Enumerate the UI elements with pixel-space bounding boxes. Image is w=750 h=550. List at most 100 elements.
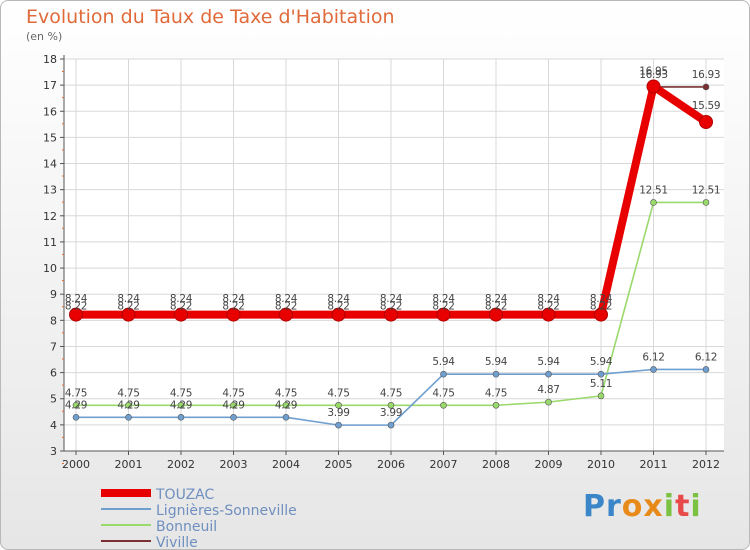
x-tick-label: 2000	[62, 458, 90, 471]
data-label: 16.93	[639, 69, 668, 81]
data-label: 4.75	[65, 387, 87, 399]
data-label: 4.29	[65, 399, 87, 411]
x-tick-label: 2005	[325, 458, 353, 471]
data-label: 12.51	[639, 184, 668, 196]
data-point	[597, 370, 605, 378]
data-label: 8.22	[117, 301, 139, 313]
data-point	[72, 413, 80, 421]
data-point	[177, 401, 185, 409]
data-label: 8.24	[327, 293, 350, 305]
data-label: 8.22	[222, 301, 244, 313]
x-tick-label: 2012	[692, 458, 720, 471]
data-label: 8.22	[432, 301, 454, 313]
data-point	[387, 421, 395, 429]
data-point	[226, 307, 241, 322]
y-tick-label: 14	[43, 158, 57, 171]
data-label: 8.24	[537, 293, 560, 305]
x-tick-label: 2006	[377, 458, 405, 471]
data-label: 8.24	[65, 293, 88, 305]
data-point	[492, 370, 500, 378]
x-tick-label: 2011	[640, 458, 668, 471]
legend-label: Viville	[156, 535, 198, 550]
data-label: 8.22	[537, 301, 559, 313]
data-point	[335, 421, 342, 429]
data-label: 16.95	[639, 65, 668, 77]
data-label: 4.75	[485, 387, 507, 399]
chart-title: Evolution du Taux de Taxe d'Habitation	[26, 6, 395, 28]
data-point	[702, 199, 710, 206]
data-label: 5.94	[537, 356, 560, 368]
data-point	[69, 307, 83, 322]
data-label: 8.24	[222, 293, 245, 305]
x-tick-label: 2007	[430, 458, 458, 471]
y-tick-label: 6	[50, 367, 57, 380]
data-point	[646, 79, 661, 94]
y-tick-label: 16	[43, 105, 57, 118]
data-label: 4.29	[222, 399, 244, 411]
data-label: 8.22	[485, 301, 507, 313]
data-label: 4.87	[537, 384, 559, 396]
x-tick-label: 2001	[115, 458, 143, 471]
data-label: 6.12	[695, 351, 717, 363]
data-point	[230, 401, 237, 409]
data-label: 4.29	[170, 399, 192, 411]
data-label: 8.24	[432, 293, 455, 305]
data-label: 4.75	[275, 387, 297, 399]
data-point	[545, 398, 552, 406]
data-label: 4.75	[432, 387, 454, 399]
data-point	[440, 401, 447, 409]
y-tick-label: 7	[50, 340, 57, 353]
x-tick-label: 2010	[587, 458, 615, 471]
data-point	[72, 401, 80, 409]
data-label: 4.75	[327, 387, 349, 399]
y-tick-label: 15	[43, 131, 57, 144]
data-label: 8.22	[275, 301, 297, 313]
data-label: 3.99	[380, 407, 402, 419]
data-point	[702, 366, 710, 373]
data-point	[440, 370, 447, 378]
data-label: 8.24	[485, 293, 508, 305]
data-point	[384, 307, 398, 322]
data-point	[282, 401, 290, 409]
x-tick-label: 2004	[272, 458, 300, 471]
data-point	[594, 307, 608, 322]
data-point	[125, 413, 132, 421]
data-label: 8.24	[380, 293, 403, 305]
data-label: 12.51	[692, 184, 721, 196]
x-tick-label: 2009	[535, 458, 563, 471]
y-tick-label: 12	[43, 210, 57, 223]
data-label: 4.75	[380, 387, 402, 399]
logo-letter: x	[643, 489, 664, 524]
y-tick-label: 5	[50, 393, 57, 406]
data-label: 8.22	[590, 301, 612, 313]
x-tick-label: 2002	[167, 458, 195, 471]
data-point	[174, 307, 188, 322]
y-tick-label: 13	[43, 184, 57, 197]
data-label: 6.12	[642, 351, 664, 363]
data-label: 8.24	[275, 293, 298, 305]
data-label: 4.75	[170, 387, 192, 399]
data-point	[230, 413, 237, 421]
data-label: 8.24	[117, 293, 140, 305]
data-point	[279, 307, 293, 322]
data-point	[489, 307, 503, 322]
data-point	[545, 370, 552, 378]
logo-letter: r	[606, 489, 622, 524]
logo-letter: i	[690, 489, 702, 524]
data-label: 8.24	[590, 293, 613, 305]
legend-label: Lignières-Sonneville	[156, 503, 297, 519]
data-point	[541, 307, 556, 322]
y-tick-label: 18	[43, 53, 57, 66]
data-label: 8.22	[170, 301, 192, 313]
data-point	[387, 401, 395, 409]
data-label: 5.11	[590, 378, 612, 390]
y-tick-label: 3	[50, 445, 57, 458]
data-point	[650, 366, 657, 373]
x-tick-label: 2003	[220, 458, 248, 471]
x-tick-label: 2008	[482, 458, 510, 471]
data-label: 16.93	[692, 69, 721, 81]
data-point	[650, 199, 657, 206]
data-point	[331, 307, 346, 322]
